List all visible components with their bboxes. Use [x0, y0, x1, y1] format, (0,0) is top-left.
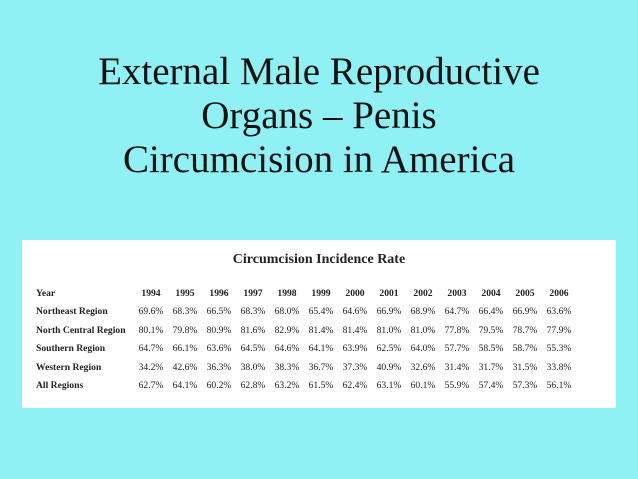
rate-cell: 66.1%: [172, 343, 198, 355]
rate-cell: 37.3%: [342, 361, 368, 373]
rate-cell: 58.7%: [512, 343, 538, 355]
rate-cell: 79.8%: [172, 324, 198, 336]
rate-cell: 57.4%: [478, 380, 504, 392]
rate-cell: 33.8%: [546, 361, 572, 373]
rate-cell: 55.3%: [546, 343, 572, 355]
rate-cell: 82.9%: [274, 324, 300, 336]
rate-cell: 32.6%: [410, 361, 436, 373]
year-column-header: 2002: [413, 287, 433, 299]
incidence-table: Year 1994 1995 1996 1997 1998 1999 2000 2001 200…: [36, 284, 576, 395]
rate-cell: 68.3%: [240, 306, 266, 318]
rate-cell: 64.1%: [172, 380, 198, 392]
title-line-1: External Male Reproductive: [98, 50, 540, 93]
region-label: North Central Region: [36, 324, 126, 336]
rate-cell: 36.3%: [206, 361, 232, 373]
rate-cell: 38.3%: [274, 361, 300, 373]
rate-cell: 31.5%: [512, 361, 538, 373]
rate-cell: 79.5%: [478, 324, 504, 336]
rate-cell: 38.0%: [240, 361, 266, 373]
rate-cell: 69.6%: [138, 306, 164, 318]
rate-cell: 58.5%: [478, 343, 504, 355]
year-column-header: 2006: [549, 287, 569, 299]
slide-title: External Male Reproductive Organs – Peni…: [0, 50, 638, 182]
rate-cell: 63.1%: [376, 380, 402, 392]
rate-cell: 77.8%: [444, 324, 470, 336]
rate-cell: 64.1%: [308, 343, 334, 355]
table-row: Northeast Region 69.6% 68.3% 66.5% 68.3% 68.0…: [36, 303, 576, 322]
rate-cell: 80.9%: [206, 324, 232, 336]
rate-cell: 77.9%: [546, 324, 572, 336]
table-header-row: Year 1994 1995 1996 1997 1998 1999 2000 2001 200…: [36, 284, 576, 303]
rate-cell: 68.0%: [274, 306, 300, 318]
rate-cell: 40.9%: [376, 361, 402, 373]
table-row: Western Region 34.2% 42.6% 36.3% 38.0% 38.3% 3…: [36, 358, 576, 377]
rate-cell: 42.6%: [172, 361, 198, 373]
rate-cell: 36.7%: [308, 361, 334, 373]
rate-cell: 81.0%: [410, 324, 436, 336]
rate-cell: 66.5%: [206, 306, 232, 318]
region-label: Western Region: [36, 361, 102, 373]
rate-cell: 64.6%: [342, 306, 368, 318]
rate-cell: 81.6%: [240, 324, 266, 336]
table-row: Southern Region 64.7% 66.1% 63.6% 64.5% 64.6%…: [36, 340, 576, 359]
rate-cell: 60.2%: [206, 380, 232, 392]
rate-cell: 78.7%: [512, 324, 538, 336]
year-column-header: 1995: [175, 287, 195, 299]
rate-cell: 55.9%: [444, 380, 470, 392]
rate-cell: 34.2%: [138, 361, 164, 373]
rate-cell: 64.0%: [410, 343, 436, 355]
rate-cell: 64.6%: [274, 343, 300, 355]
table-row: North Central Region 80.1% 79.8% 80.9% 81.6%…: [36, 321, 576, 340]
year-column-header: 2005: [515, 287, 535, 299]
rate-cell: 81.0%: [376, 324, 402, 336]
rate-cell: 57.7%: [444, 343, 470, 355]
year-column-header: 1998: [277, 287, 297, 299]
rate-cell: 68.9%: [410, 306, 436, 318]
rate-cell: 81.4%: [308, 324, 334, 336]
rate-cell: 62.7%: [138, 380, 164, 392]
table-title: Circumcision Incidence Rate: [232, 252, 406, 267]
rate-cell: 64.7%: [444, 306, 470, 318]
year-column-header: 2003: [447, 287, 467, 299]
rate-cell: 66.9%: [512, 306, 538, 318]
rate-cell: 63.2%: [274, 380, 300, 392]
rate-cell: 31.4%: [444, 361, 470, 373]
rate-cell: 62.8%: [240, 380, 266, 392]
rate-cell: 62.5%: [376, 343, 402, 355]
rate-cell: 66.9%: [376, 306, 402, 318]
rate-cell: 63.9%: [342, 343, 368, 355]
region-label: Southern Region: [36, 343, 106, 355]
region-label: All Regions: [36, 380, 84, 392]
title-line-3: Circumcision in America: [122, 138, 516, 181]
rate-cell: 63.6%: [546, 306, 572, 318]
rate-cell: 66.4%: [478, 306, 504, 318]
rate-cell: 80.1%: [138, 324, 164, 336]
incidence-table-panel: Circumcision Incidence Rate Year 1994 199…: [22, 240, 616, 408]
rate-cell: 64.5%: [240, 343, 266, 355]
rate-cell: 63.6%: [206, 343, 232, 355]
rate-cell: 68.3%: [172, 306, 198, 318]
region-label: Northeast Region: [36, 306, 108, 318]
year-header: Year: [36, 287, 56, 299]
year-column-header: 2000: [345, 287, 365, 299]
rate-cell: 65.4%: [308, 306, 334, 318]
rate-cell: 62.4%: [342, 380, 368, 392]
rate-cell: 56.1%: [546, 380, 572, 392]
rate-cell: 57.3%: [512, 380, 538, 392]
rate-cell: 31.7%: [478, 361, 504, 373]
year-column-header: 1994: [141, 287, 161, 299]
year-column-header: 2001: [379, 287, 399, 299]
rate-cell: 64.7%: [138, 343, 164, 355]
year-column-header: 1997: [243, 287, 263, 299]
table-row: All Regions 62.7% 64.1% 60.2% 62.8% 63.2% 61.5…: [36, 377, 576, 396]
year-column-header: 1999: [311, 287, 331, 299]
year-column-header: 1996: [209, 287, 229, 299]
title-line-2: Organs – Penis: [201, 94, 437, 137]
year-column-header: 2004: [481, 287, 501, 299]
rate-cell: 60.1%: [410, 380, 436, 392]
rate-cell: 81.4%: [342, 324, 368, 336]
rate-cell: 61.5%: [308, 380, 334, 392]
